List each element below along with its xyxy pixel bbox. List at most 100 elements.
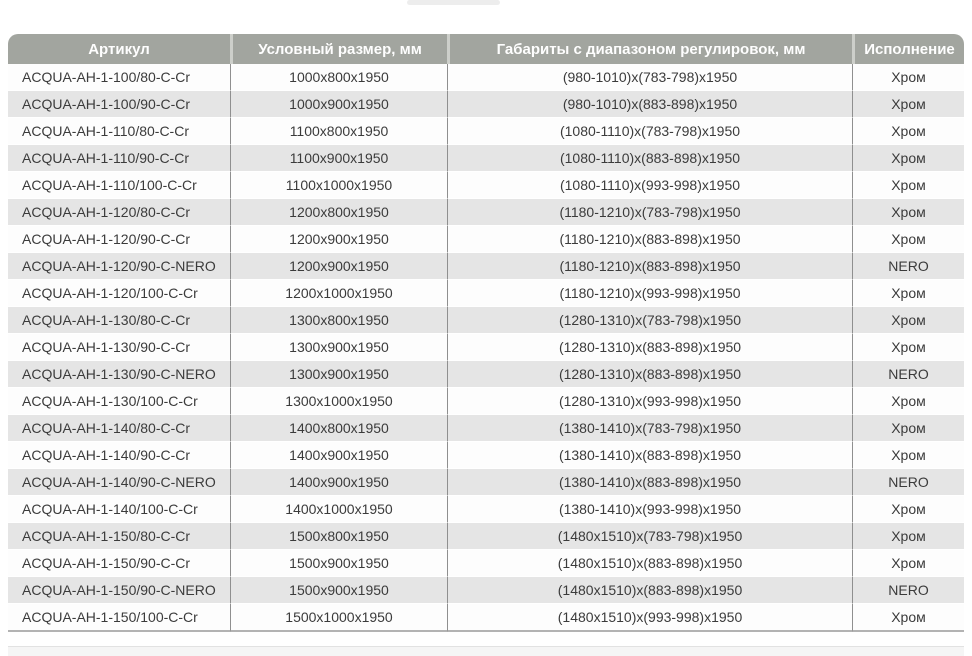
cell-finish: Хром (852, 496, 964, 523)
cell-size: 1300x800x1950 (230, 307, 447, 334)
cell-dimensions: (1080-1110)x(783-798)x1950 (447, 118, 852, 145)
cell-dimensions: (1180-1210)x(993-998)x1950 (447, 280, 852, 307)
table-row: ACQUA-AH-1-140/90-C-Cr 1400x900x1950 (1380… (8, 442, 964, 469)
table-row: ACQUA-AH-1-130/90-C-Cr 1300x900x1950 (1280… (8, 334, 964, 361)
cell-article: ACQUA-AH-1-140/90-C-Cr (8, 442, 230, 469)
cell-article: ACQUA-AH-1-130/90-C-Cr (8, 334, 230, 361)
cell-size: 1500x1000x1950 (230, 604, 447, 632)
cell-article: ACQUA-AH-1-150/80-C-Cr (8, 523, 230, 550)
cell-size: 1100x900x1950 (230, 145, 447, 172)
cell-size: 1200x800x1950 (230, 199, 447, 226)
cell-size: 1400x1000x1950 (230, 496, 447, 523)
cell-finish: Хром (852, 388, 964, 415)
cell-article: ACQUA-AH-1-110/80-C-Cr (8, 118, 230, 145)
cell-article: ACQUA-AH-1-150/90-C-Cr (8, 550, 230, 577)
table-header: Артикул Условный размер, мм Габариты с д… (8, 34, 964, 64)
cell-dimensions: (1280-1310)x(883-898)x1950 (447, 361, 852, 388)
cell-article: ACQUA-AH-1-110/90-C-Cr (8, 145, 230, 172)
cell-finish: NERO (852, 361, 964, 388)
header-row: Артикул Условный размер, мм Габариты с д… (8, 34, 964, 64)
cell-finish: NERO (852, 469, 964, 496)
cell-size: 1100x1000x1950 (230, 172, 447, 199)
cell-dimensions: (1280-1310)x(883-898)x1950 (447, 334, 852, 361)
cell-article: ACQUA-AH-1-120/80-C-Cr (8, 199, 230, 226)
cell-article: ACQUA-AH-1-140/90-C-NERO (8, 469, 230, 496)
table-row: ACQUA-AH-1-130/90-C-NERO 1300x900x1950 (12… (8, 361, 964, 388)
cell-article: ACQUA-AH-1-110/100-C-Cr (8, 172, 230, 199)
cell-size: 1200x1000x1950 (230, 280, 447, 307)
cell-article: ACQUA-AH-1-150/100-C-Cr (8, 604, 230, 632)
cell-article: ACQUA-AH-1-100/90-C-Cr (8, 91, 230, 118)
cell-dimensions: (1480x1510)x(883-898)x1950 (447, 577, 852, 604)
cell-size: 1200x900x1950 (230, 253, 447, 280)
cell-finish: Хром (852, 118, 964, 145)
col-header-size: Условный размер, мм (230, 34, 447, 64)
cell-finish: Хром (852, 415, 964, 442)
cell-dimensions: (980-1010)x(883-898)x1950 (447, 91, 852, 118)
table-row: ACQUA-AH-1-110/100-C-Cr 1100x1000x1950 (10… (8, 172, 964, 199)
cell-dimensions: (1080-1110)x(883-898)x1950 (447, 145, 852, 172)
table-row: ACQUA-AH-1-100/90-C-Cr 1000x900x1950 (980-… (8, 91, 964, 118)
col-header-article: Артикул (8, 34, 230, 64)
cell-dimensions: (1380-1410)x(883-898)x1950 (447, 469, 852, 496)
cell-dimensions: (1280-1310)x(993-998)x1950 (447, 388, 852, 415)
cell-finish: Хром (852, 91, 964, 118)
table-row: ACQUA-AH-1-110/80-C-Cr 1100x800x1950 (1080… (8, 118, 964, 145)
cell-finish: Хром (852, 550, 964, 577)
cell-dimensions: (1480x1510)x(783-798)x1950 (447, 523, 852, 550)
cell-finish: Хром (852, 145, 964, 172)
table-row: ACQUA-AH-1-140/100-C-Cr 1400x1000x1950 (13… (8, 496, 964, 523)
cell-finish: Хром (852, 172, 964, 199)
cell-dimensions: (1480x1510)x(993-998)x1950 (447, 604, 852, 632)
cell-article: ACQUA-AH-1-140/100-C-Cr (8, 496, 230, 523)
table-row: ACQUA-AH-1-150/100-C-Cr 1500x1000x1950 (14… (8, 604, 964, 632)
cell-size: 1500x900x1950 (230, 550, 447, 577)
cell-size: 1000x800x1950 (230, 64, 447, 91)
cell-dimensions: (1380-1410)x(883-898)x1950 (447, 442, 852, 469)
bottom-partial-band (8, 646, 964, 656)
cell-dimensions: (1380-1410)x(783-798)x1950 (447, 415, 852, 442)
cell-article: ACQUA-AH-1-130/90-C-NERO (8, 361, 230, 388)
cell-finish: Хром (852, 199, 964, 226)
cell-size: 1400x900x1950 (230, 442, 447, 469)
table-row: ACQUA-AH-1-120/80-C-Cr 1200x800x1950 (1180… (8, 199, 964, 226)
cell-dimensions: (1080-1110)x(993-998)x1950 (447, 172, 852, 199)
cell-finish: Хром (852, 64, 964, 91)
cell-size: 1300x900x1950 (230, 334, 447, 361)
col-header-finish: Исполнение (852, 34, 964, 64)
cell-dimensions: (1280-1310)x(783-798)x1950 (447, 307, 852, 334)
cell-finish: Хром (852, 226, 964, 253)
table-row: ACQUA-AH-1-120/100-C-Cr 1200x1000x1950 (11… (8, 280, 964, 307)
cell-article: ACQUA-AH-1-130/80-C-Cr (8, 307, 230, 334)
table-body: ACQUA-AH-1-100/80-C-Cr 1000x800x1950 (980-… (8, 64, 964, 632)
cell-size: 1300x900x1950 (230, 361, 447, 388)
cell-finish: NERO (852, 253, 964, 280)
table-row: ACQUA-AH-1-150/80-C-Cr 1500x800x1950 (1480… (8, 523, 964, 550)
table-row: ACQUA-AH-1-150/90-C-NERO 1500x900x1950 (14… (8, 577, 964, 604)
cell-size: 1000x900x1950 (230, 91, 447, 118)
partial-tab-remnant (407, 0, 500, 5)
cell-finish: Хром (852, 280, 964, 307)
col-header-dimensions: Габариты с диапазоном регулировок, мм (447, 34, 852, 64)
cell-dimensions: (1180-1210)x(883-898)x1950 (447, 253, 852, 280)
table-row: ACQUA-AH-1-100/80-C-Cr 1000x800x1950 (980-… (8, 64, 964, 91)
cell-dimensions: (1480x1510)x(883-898)x1950 (447, 550, 852, 577)
cell-dimensions: (1180-1210)x(883-898)x1950 (447, 226, 852, 253)
table-row: ACQUA-AH-1-130/100-C-Cr 1300x1000x1950 (12… (8, 388, 964, 415)
cell-finish: Хром (852, 334, 964, 361)
cell-article: ACQUA-AH-1-150/90-C-NERO (8, 577, 230, 604)
cell-finish: Хром (852, 307, 964, 334)
cell-article: ACQUA-AH-1-120/100-C-Cr (8, 280, 230, 307)
cell-dimensions: (1180-1210)x(783-798)x1950 (447, 199, 852, 226)
cell-article: ACQUA-AH-1-140/80-C-Cr (8, 415, 230, 442)
cell-article: ACQUA-AH-1-120/90-C-NERO (8, 253, 230, 280)
cell-size: 1500x900x1950 (230, 577, 447, 604)
table-row: ACQUA-AH-1-110/90-C-Cr 1100x900x1950 (1080… (8, 145, 964, 172)
cell-article: ACQUA-AH-1-130/100-C-Cr (8, 388, 230, 415)
table-row: ACQUA-AH-1-140/80-C-Cr 1400x800x1950 (1380… (8, 415, 964, 442)
product-spec-table: Артикул Условный размер, мм Габариты с д… (8, 34, 964, 632)
cell-finish: Хром (852, 523, 964, 550)
table-row: ACQUA-AH-1-150/90-C-Cr 1500x900x1950 (1480… (8, 550, 964, 577)
cell-size: 1500x800x1950 (230, 523, 447, 550)
